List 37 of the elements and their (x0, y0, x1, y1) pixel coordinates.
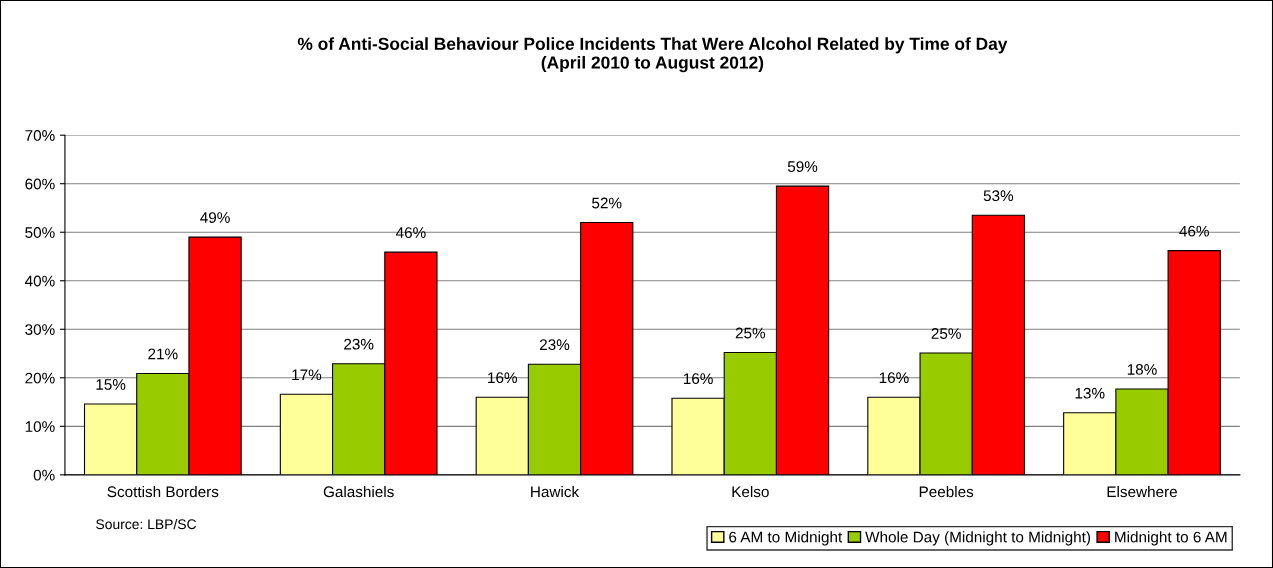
y-tick-label: 40% (24, 275, 55, 287)
data-label: 23% (539, 339, 570, 351)
data-label: 13% (1075, 387, 1105, 399)
data-label: 15% (96, 379, 126, 390)
x-tick-label: Hawick (531, 485, 580, 498)
data-label: 52% (592, 197, 622, 209)
y-tick-label: 70% (25, 130, 55, 141)
data-label: 23% (344, 338, 374, 350)
data-label: 25% (735, 327, 766, 339)
x-tick-label: Elsewhere (1107, 485, 1177, 498)
y-tick-label: 0% (33, 469, 55, 481)
data-label: 25% (931, 328, 961, 339)
legend-label: 6 AM to Midnight (729, 531, 843, 546)
x-tick-label: Kelso (732, 485, 769, 498)
x-tick-label: Galashiels (323, 485, 394, 498)
y-tick-label: 60% (25, 178, 55, 190)
data-label: 59% (787, 161, 818, 172)
y-tick-label: 10% (25, 421, 55, 433)
legend-label: Whole Day (Midnight to Midnight) (865, 531, 1091, 546)
data-label: 17% (292, 369, 322, 381)
data-label: 46% (1179, 225, 1209, 237)
data-label: 46% (395, 227, 426, 238)
data-label: 18% (1127, 364, 1157, 375)
y-tick-label: 50% (25, 227, 55, 238)
y-tick-label: 20% (25, 372, 55, 384)
data-label: 21% (148, 348, 178, 360)
y-tick-label: 30% (25, 324, 55, 335)
data-label: 16% (488, 372, 518, 384)
source-note: Source: LBP/SC (96, 518, 197, 530)
data-label: 16% (879, 372, 909, 384)
x-tick-label: Peebles (919, 485, 974, 498)
chart-title: % of Anti-Social Behaviour Police Incidents That Were Alcohol Related by Time of Day (April 2010 to August 2012) (297, 37, 1008, 73)
data-label: 49% (200, 212, 230, 223)
data-label: 53% (983, 190, 1014, 202)
legend-label: Midnight to 6 AM (1115, 531, 1227, 546)
data-label: 16% (683, 373, 713, 385)
x-tick-label: Scottish Borders (107, 485, 219, 498)
